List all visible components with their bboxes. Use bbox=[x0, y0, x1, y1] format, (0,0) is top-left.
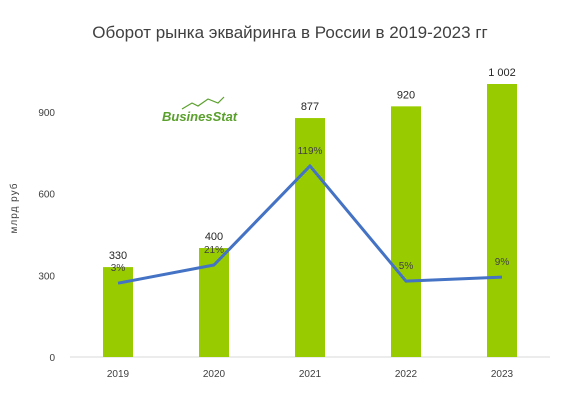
x-tick-label: 2023 bbox=[491, 369, 514, 380]
x-ticks: 2019 2020 2021 2022 2023 bbox=[107, 369, 514, 380]
bar-labels: 330 400 877 920 1 002 bbox=[109, 67, 516, 262]
growth-line bbox=[117, 164, 503, 285]
logo: BusinesStat bbox=[162, 96, 238, 124]
bars bbox=[103, 84, 517, 358]
growth-value-label: 3% bbox=[111, 263, 126, 274]
growth-value-label: 5% bbox=[399, 261, 414, 272]
bar bbox=[487, 84, 517, 357]
bar bbox=[391, 106, 421, 358]
y-ticks: 0 300 600 900 bbox=[38, 108, 55, 364]
logo-text: BusinesStat bbox=[162, 109, 238, 124]
growth-value-label: 9% bbox=[495, 257, 510, 268]
growth-value-label: 21% bbox=[204, 245, 224, 256]
x-tick-label: 2019 bbox=[107, 369, 130, 380]
y-tick-label: 900 bbox=[38, 108, 55, 119]
growth-line-series bbox=[117, 164, 503, 285]
growth-value-label: 119% bbox=[298, 146, 323, 157]
bar-value-label: 330 bbox=[109, 250, 127, 262]
y-tick-label: 300 bbox=[38, 271, 55, 282]
growth-labels: 3% 21% 119% 5% 9% bbox=[111, 146, 510, 274]
x-tick-label: 2021 bbox=[299, 369, 322, 380]
bar-value-label: 877 bbox=[301, 101, 319, 113]
bar-value-label: 920 bbox=[397, 89, 415, 101]
bar bbox=[295, 118, 325, 357]
chart-title: Оборот рынка эквайринга в России в 2019-… bbox=[92, 23, 487, 42]
x-tick-label: 2020 bbox=[203, 369, 226, 380]
y-tick-label: 0 bbox=[49, 353, 55, 364]
x-tick-label: 2022 bbox=[395, 369, 418, 380]
bar-value-label: 1 002 bbox=[488, 67, 516, 79]
y-tick-label: 600 bbox=[38, 190, 55, 201]
rising-chart-icon bbox=[181, 96, 225, 110]
y-axis-label: млрд руб bbox=[8, 183, 20, 234]
bar-value-label: 400 bbox=[205, 231, 223, 243]
